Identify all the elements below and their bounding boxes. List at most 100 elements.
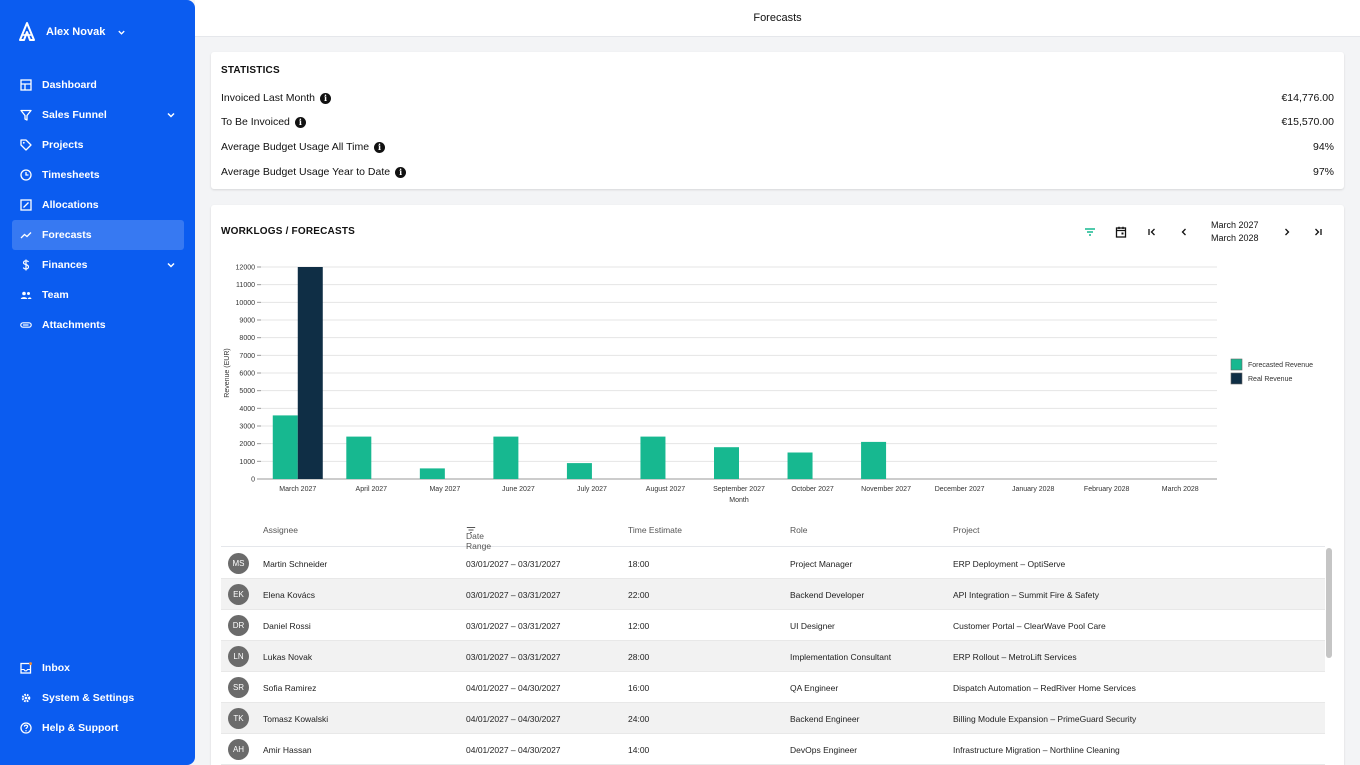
y-tick-label: 1000	[239, 459, 255, 466]
nav-item-forecasts[interactable]: Forecasts	[12, 220, 184, 250]
stat-row: Average Budget Usage Year to Date i 97%	[221, 164, 1334, 180]
column-header-role[interactable]: Role	[790, 525, 808, 535]
nav-item-label: Finances	[42, 259, 88, 271]
stat-value: €15,570.00	[1281, 116, 1334, 128]
bar-forecasted-5	[640, 436, 666, 479]
cell-project: ERP Deployment – OptiServe	[953, 559, 1066, 569]
cell-time-estimate: 12:00	[628, 621, 650, 631]
cell-project: Infrastructure Migration – Northline Cle…	[953, 745, 1120, 755]
cell-assignee: Elena Kovács	[263, 590, 315, 600]
cell-date-range: 03/01/2027 – 03/31/2027	[466, 590, 561, 600]
cell-date-range: 03/01/2027 – 03/31/2027	[466, 621, 561, 631]
y-tick-label: 12000	[236, 265, 256, 272]
nav-item-dashboard[interactable]: Dashboard	[12, 70, 184, 100]
cell-time-estimate: 24:00	[628, 714, 650, 724]
cell-role: Backend Developer	[790, 590, 865, 600]
column-header-assignee[interactable]: Assignee	[263, 525, 298, 535]
x-tick-label: January 2028	[1012, 486, 1055, 493]
cell-project: Customer Portal – ClearWave Pool Care	[953, 621, 1106, 631]
filter-button[interactable]	[1081, 223, 1099, 241]
funnel-icon	[20, 109, 32, 121]
table-row[interactable]: MS Martin Schneider 03/01/2027 – 03/31/2…	[221, 548, 1325, 579]
x-tick-label: September 2027	[713, 486, 765, 493]
paperclip-icon	[20, 319, 32, 331]
column-header-project[interactable]: Project	[953, 525, 980, 535]
trend-line-icon	[20, 229, 32, 241]
cell-project: API Integration – Summit Fire & Safety	[953, 590, 1099, 600]
cell-time-estimate: 16:00	[628, 683, 650, 693]
cell-time-estimate: 18:00	[628, 559, 650, 569]
nav-item-label: Forecasts	[42, 229, 92, 241]
cell-role: DevOps Engineer	[790, 745, 858, 755]
nav-item-attachments[interactable]: Attachments	[12, 310, 184, 340]
x-tick-label: October 2027	[791, 486, 834, 493]
avatar: SR	[228, 677, 249, 698]
filter-icon	[1085, 228, 1095, 236]
nav-item-team[interactable]: Team	[12, 280, 184, 310]
legend-swatch-0	[1230, 358, 1243, 371]
nav-item-allocations[interactable]: Allocations	[12, 190, 184, 220]
stat-label: Average Budget Usage Year to Date	[221, 166, 391, 178]
info-icon[interactable]: i	[395, 166, 407, 178]
nav-item-projects[interactable]: Projects	[12, 130, 184, 160]
nav-item-finances[interactable]: Finances	[12, 250, 184, 280]
nav-item-label: Team	[42, 289, 69, 301]
x-tick-label: June 2027	[502, 486, 535, 493]
y-tick-label: 3000	[239, 424, 255, 431]
nav-item-timesheets[interactable]: Timesheets	[12, 160, 184, 190]
cell-assignee: Tomasz Kowalski	[263, 714, 329, 724]
y-tick-label: 11000	[236, 282, 255, 289]
cell-time-estimate: 28:00	[628, 652, 650, 662]
stat-label: To Be Invoiced	[221, 116, 290, 128]
info-icon[interactable]: i	[319, 92, 331, 104]
y-tick-label: 6000	[239, 371, 255, 378]
date-range-display: March 2027 March 2028	[1211, 219, 1259, 245]
bar-forecasted-4	[566, 463, 592, 479]
y-tick-label: 10000	[236, 300, 256, 307]
first-page-button[interactable]	[1143, 223, 1161, 241]
calendar-button[interactable]	[1112, 223, 1130, 241]
stat-label: Average Budget Usage All Time	[221, 141, 370, 153]
x-tick-label: May 2027	[429, 486, 460, 493]
bar-forecasted-3	[493, 436, 519, 479]
column-header-date-range[interactable]: Date Range	[466, 525, 491, 551]
table-header: Assignee Date Range Time Estimate Role P…	[221, 519, 1325, 551]
account-switcher[interactable]: Alex Novak	[18, 22, 126, 42]
y-axis-label: Revenue (EUR)	[224, 348, 231, 397]
table-row[interactable]: DR Daniel Rossi 03/01/2027 – 03/31/2027 …	[221, 610, 1325, 641]
info-icon[interactable]: i	[294, 116, 306, 128]
cell-date-range: 03/01/2027 – 03/31/2027	[466, 652, 561, 662]
main-nav: Dashboard Sales Funnel Projects Timeshee…	[12, 70, 184, 340]
last-page-button[interactable]	[1309, 223, 1327, 241]
bar-forecasted-6	[714, 447, 739, 479]
table-row[interactable]: EK Elena Kovács 03/01/2027 – 03/31/2027 …	[221, 579, 1325, 610]
table-body: MS Martin Schneider 03/01/2027 – 03/31/2…	[221, 548, 1325, 765]
cell-date-range: 03/01/2027 – 03/31/2027	[466, 559, 561, 569]
app-logo-icon	[19, 22, 35, 41]
previous-button[interactable]	[1175, 223, 1193, 241]
calendar-icon	[1115, 226, 1127, 238]
bar-forecasted-0	[272, 415, 298, 479]
nav-item-help[interactable]: Help & Support	[12, 713, 184, 743]
column-header-label: Date Range	[466, 531, 492, 551]
info-icon[interactable]: i	[374, 141, 386, 153]
cell-project: Billing Module Expansion – PrimeGuard Se…	[953, 714, 1137, 724]
nav-item-label: Inbox	[42, 662, 70, 674]
nav-item-inbox[interactable]: Inbox	[12, 653, 184, 683]
user-name: Alex Novak	[46, 26, 106, 38]
nav-item-settings[interactable]: System & Settings	[12, 683, 184, 713]
table-row[interactable]: LN Lukas Novak 03/01/2027 – 03/31/2027 2…	[221, 641, 1325, 672]
table-row[interactable]: SR Sofia Ramirez 04/01/2027 – 04/30/2027…	[221, 672, 1325, 703]
table-scrollbar[interactable]	[1326, 548, 1332, 658]
next-button[interactable]	[1278, 223, 1296, 241]
table-row[interactable]: AH Amir Hassan 04/01/2027 – 04/30/2027 1…	[221, 734, 1325, 765]
column-header-time-estimate[interactable]: Time Estimate	[628, 525, 683, 535]
table-row[interactable]: TK Tomasz Kowalski 04/01/2027 – 04/30/20…	[221, 703, 1325, 734]
legend-label-0: Forecasted Revenue	[1248, 362, 1313, 369]
cell-assignee: Martin Schneider	[263, 559, 328, 569]
legend-label-1: Real Revenue	[1248, 376, 1292, 383]
stat-label: Invoiced Last Month	[221, 92, 315, 104]
dashboard-icon	[20, 79, 32, 91]
nav-item-label: Sales Funnel	[42, 109, 107, 121]
nav-item-sales-funnel[interactable]: Sales Funnel	[12, 100, 184, 130]
